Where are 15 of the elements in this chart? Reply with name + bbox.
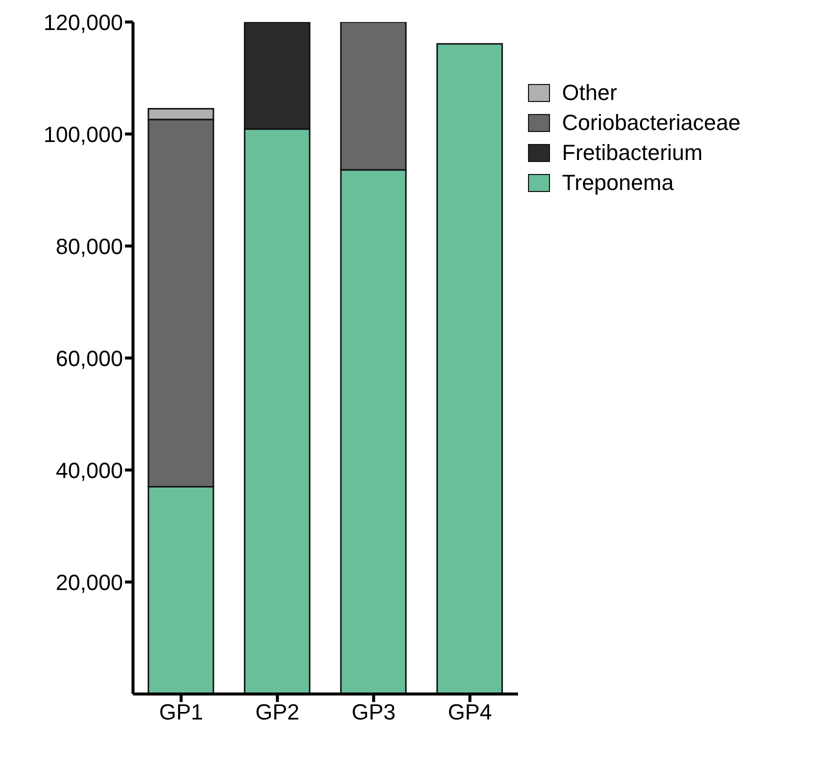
x-tick-label: GP3	[352, 700, 396, 725]
legend-label: Coriobacteriaceae	[562, 109, 741, 137]
y-tick-label: 60,000	[56, 346, 123, 371]
x-tick-label: GP1	[159, 700, 204, 725]
legend-label: Fretibacterium	[562, 139, 703, 167]
legend-label: Other	[562, 79, 618, 107]
bar	[436, 43, 503, 694]
y-tick-label: 100,000	[43, 122, 123, 147]
y-tick-label: 20,000	[56, 570, 123, 595]
y-tick-label: 120,000	[43, 10, 123, 35]
y-tick-label: 40,000	[56, 458, 123, 483]
x-tick-label: GP4	[448, 700, 492, 725]
legend-label: Treponema	[562, 169, 674, 197]
x-tick-label: GP2	[255, 700, 300, 725]
y-tick-label: 80,000	[56, 234, 123, 259]
